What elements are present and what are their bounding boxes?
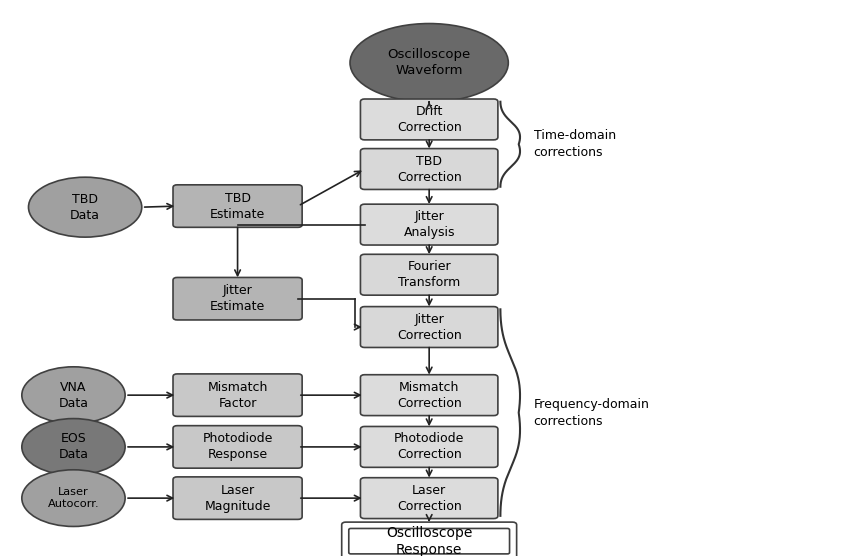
- Text: EOS
Data: EOS Data: [59, 433, 88, 461]
- Text: Laser
Magnitude: Laser Magnitude: [204, 484, 271, 513]
- FancyBboxPatch shape: [360, 426, 498, 468]
- FancyBboxPatch shape: [360, 478, 498, 519]
- FancyBboxPatch shape: [342, 522, 517, 556]
- Text: Jitter
Correction: Jitter Correction: [397, 312, 462, 341]
- FancyBboxPatch shape: [360, 306, 498, 348]
- Text: Jitter
Estimate: Jitter Estimate: [210, 284, 265, 313]
- Text: Time-domain
corrections: Time-domain corrections: [534, 129, 616, 159]
- FancyBboxPatch shape: [360, 254, 498, 295]
- Text: Photodiode
Response: Photodiode Response: [202, 433, 273, 461]
- Ellipse shape: [22, 470, 125, 527]
- Ellipse shape: [29, 177, 142, 237]
- Text: Fourier
Transform: Fourier Transform: [398, 260, 461, 289]
- FancyBboxPatch shape: [360, 375, 498, 415]
- Text: TBD
Correction: TBD Correction: [397, 155, 462, 183]
- Text: Mismatch
Factor: Mismatch Factor: [207, 381, 268, 410]
- Text: TBD
Estimate: TBD Estimate: [210, 192, 265, 221]
- Ellipse shape: [22, 367, 125, 424]
- FancyBboxPatch shape: [173, 426, 302, 468]
- Text: Photodiode
Correction: Photodiode Correction: [394, 433, 464, 461]
- FancyBboxPatch shape: [360, 204, 498, 245]
- FancyBboxPatch shape: [173, 374, 302, 416]
- Text: Laser
Correction: Laser Correction: [397, 484, 462, 513]
- Text: Jitter
Analysis: Jitter Analysis: [404, 210, 455, 239]
- Ellipse shape: [350, 23, 508, 102]
- FancyBboxPatch shape: [173, 185, 302, 227]
- Text: VNA
Data: VNA Data: [59, 381, 88, 410]
- FancyBboxPatch shape: [173, 277, 302, 320]
- Text: Laser
Autocorr.: Laser Autocorr.: [48, 487, 99, 509]
- FancyBboxPatch shape: [173, 477, 302, 519]
- Text: Drift
Correction: Drift Correction: [397, 105, 462, 134]
- FancyBboxPatch shape: [360, 148, 498, 190]
- Text: TBD
Data: TBD Data: [71, 193, 100, 222]
- Text: Oscilloscope
Waveform: Oscilloscope Waveform: [388, 48, 471, 77]
- Ellipse shape: [22, 419, 125, 475]
- FancyBboxPatch shape: [360, 99, 498, 140]
- Text: Oscilloscope
Response: Oscilloscope Response: [386, 525, 473, 556]
- Text: Frequency-domain
corrections: Frequency-domain corrections: [534, 398, 649, 428]
- Text: Mismatch
Correction: Mismatch Correction: [397, 381, 462, 410]
